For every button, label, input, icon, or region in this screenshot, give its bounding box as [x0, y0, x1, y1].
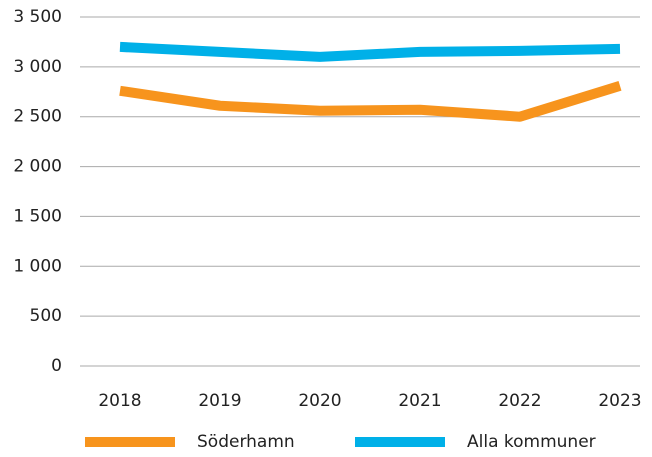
x-tick-label: 2021 — [398, 391, 441, 411]
y-tick-label: 0 — [51, 356, 62, 376]
legend-label: Alla kommuner — [467, 432, 596, 452]
y-tick-label: 500 — [30, 306, 62, 326]
y-tick-label: 2 000 — [13, 157, 62, 177]
x-tick-label: 2018 — [98, 391, 141, 411]
y-tick-label: 1 500 — [13, 206, 62, 226]
series-line — [119, 41, 621, 62]
series-line — [119, 81, 622, 122]
y-tick-label: 1 000 — [13, 256, 62, 276]
x-tick-label: 2020 — [298, 391, 341, 411]
y-tick-label: 2 500 — [13, 107, 62, 127]
legend-label: Söderhamn — [197, 432, 295, 452]
y-tick-label: 3 000 — [13, 57, 62, 77]
x-tick-label: 2022 — [498, 391, 541, 411]
x-tick-label: 2019 — [198, 391, 241, 411]
x-tick-label: 2023 — [598, 391, 641, 411]
y-tick-label: 3 500 — [13, 7, 62, 27]
